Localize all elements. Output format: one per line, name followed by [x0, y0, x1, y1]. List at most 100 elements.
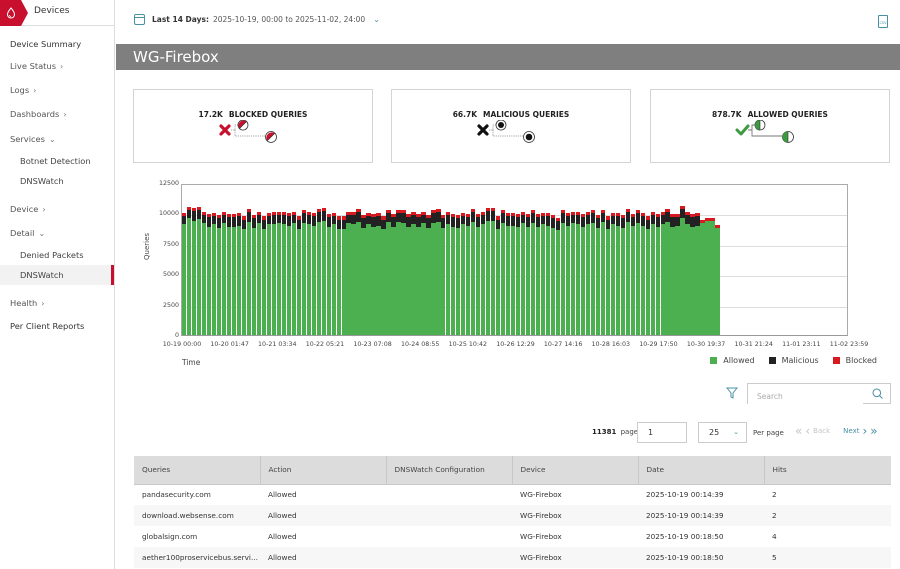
sidebar-item-botnet-detection[interactable]: Botnet Detection [0, 151, 114, 171]
sidebar-item-dnswatch[interactable]: DNSWatch [0, 265, 114, 285]
chart-bar[interactable] [311, 212, 316, 335]
chart-bar[interactable] [605, 216, 610, 335]
column-header-action[interactable]: Action [260, 456, 387, 485]
chart-bar[interactable] [665, 209, 670, 335]
chart-bar[interactable] [206, 214, 212, 335]
chart-bar[interactable] [211, 212, 217, 335]
chart-bar[interactable] [570, 211, 576, 335]
chart-bar[interactable] [540, 212, 546, 335]
chart-bar[interactable] [296, 216, 301, 335]
chart-bar[interactable] [650, 211, 655, 335]
sidebar-item-device[interactable]: Device › [0, 199, 114, 219]
chart-bar[interactable] [226, 214, 232, 335]
chart-bar[interactable] [505, 212, 511, 335]
chart-bar[interactable] [575, 211, 581, 335]
chart-bar[interactable] [386, 210, 391, 335]
chart-bar[interactable] [446, 211, 451, 335]
per-page-select[interactable]: 25 ⌄ [698, 422, 747, 443]
chart-bar[interactable] [221, 211, 227, 335]
chart-bar[interactable] [436, 209, 441, 335]
chart-bar[interactable] [530, 210, 536, 335]
chart-bar[interactable] [241, 216, 247, 335]
chart-bar[interactable] [660, 211, 665, 335]
column-header-queries[interactable]: Queries [134, 456, 261, 485]
chart-bar[interactable] [700, 220, 705, 335]
table-row[interactable]: download.websense.com Allowed WG-Firebox 20… [134, 505, 891, 526]
chart-bar[interactable] [411, 211, 416, 335]
chart-bar[interactable] [590, 210, 596, 335]
chart-bar[interactable] [655, 214, 660, 335]
chart-bar[interactable] [276, 211, 281, 335]
chart-bar[interactable] [316, 209, 321, 335]
chart-bar[interactable] [555, 217, 561, 335]
chart-bar[interactable] [431, 210, 436, 335]
sidebar-item-detail[interactable]: Detail ⌄ [0, 223, 114, 243]
chart-bar[interactable] [481, 211, 486, 335]
sidebar-item-logs[interactable]: Logs › [0, 80, 114, 100]
chart-bar[interactable] [491, 207, 496, 335]
chart-bar[interactable] [261, 216, 267, 335]
chart-bar[interactable] [401, 210, 406, 335]
chart-bar[interactable] [710, 217, 715, 335]
chart-bar[interactable] [381, 216, 386, 335]
chart-bar[interactable] [281, 211, 286, 335]
sidebar-item-per-client-reports[interactable]: Per Client Reports [0, 316, 114, 336]
table-row[interactable]: globalsign.com Allowed WG-Firebox 2025-10-1… [134, 526, 891, 547]
back-button[interactable]: Back [813, 427, 831, 435]
chart-bar[interactable] [286, 212, 291, 335]
sidebar-item-device-summary[interactable]: Device Summary [0, 34, 114, 54]
chart-bar[interactable] [191, 207, 197, 335]
next-button[interactable]: Next [843, 427, 860, 435]
chart-bar[interactable] [341, 216, 346, 335]
legend-item-allowed[interactable]: Allowed [710, 356, 755, 365]
chart-bar[interactable] [630, 214, 635, 335]
chart-bar[interactable] [301, 210, 306, 335]
chart-bar[interactable] [236, 212, 242, 335]
chart-bar[interactable] [336, 216, 341, 335]
chart-bar[interactable] [256, 211, 262, 335]
filter-icon[interactable] [726, 387, 738, 399]
sidebar-item-live-status[interactable]: Live Status › [0, 56, 114, 76]
legend-item-blocked[interactable]: Blocked [832, 356, 877, 365]
chart-bar[interactable] [675, 214, 680, 335]
chart-bar[interactable] [525, 214, 531, 335]
chart-bar[interactable] [371, 214, 376, 335]
chart-bar[interactable] [216, 215, 222, 335]
chart-bar[interactable] [421, 211, 426, 335]
chart-bar[interactable] [361, 215, 366, 335]
chart-bar[interactable] [391, 214, 396, 335]
chart-bar[interactable] [306, 211, 311, 335]
chart-bar[interactable] [201, 211, 207, 335]
chart-bar[interactable] [376, 212, 381, 335]
chart-bar[interactable] [595, 215, 600, 335]
chart-bar[interactable] [466, 214, 471, 335]
chart-bar[interactable] [346, 211, 351, 335]
chart-bar[interactable] [356, 209, 361, 335]
chart-bar[interactable] [565, 212, 571, 335]
chart-bar[interactable] [670, 214, 675, 335]
next-page-icon[interactable]: › [862, 424, 868, 438]
chart-bar[interactable] [600, 210, 605, 335]
chart-bar[interactable] [501, 210, 506, 335]
chart-bar[interactable] [456, 215, 461, 335]
chart-bar[interactable] [645, 216, 650, 335]
last-page-icon[interactable]: » [870, 424, 878, 438]
chart-bar[interactable] [331, 212, 336, 335]
chart-bar[interactable] [560, 210, 566, 335]
csv-export-icon[interactable]: CSV [878, 15, 888, 28]
sidebar-item-services[interactable]: Services ⌄ [0, 129, 114, 149]
chart-bar[interactable] [486, 207, 491, 335]
chart-bar[interactable] [271, 211, 277, 335]
chart-bar[interactable] [416, 214, 421, 335]
chart-bar[interactable] [520, 211, 526, 335]
chart-bar[interactable] [231, 214, 237, 335]
chart-bar[interactable] [510, 212, 516, 335]
sidebar-item-denied-packets[interactable]: Denied Packets [0, 245, 114, 265]
chart-bar[interactable] [680, 205, 685, 335]
chart-bar[interactable] [625, 209, 630, 335]
chart-bar[interactable] [496, 216, 501, 335]
chart-bar[interactable] [461, 212, 466, 335]
chart-bar[interactable] [550, 215, 556, 335]
chart-bar[interactable] [182, 212, 187, 335]
legend-item-malicious[interactable]: Malicious [768, 356, 819, 365]
